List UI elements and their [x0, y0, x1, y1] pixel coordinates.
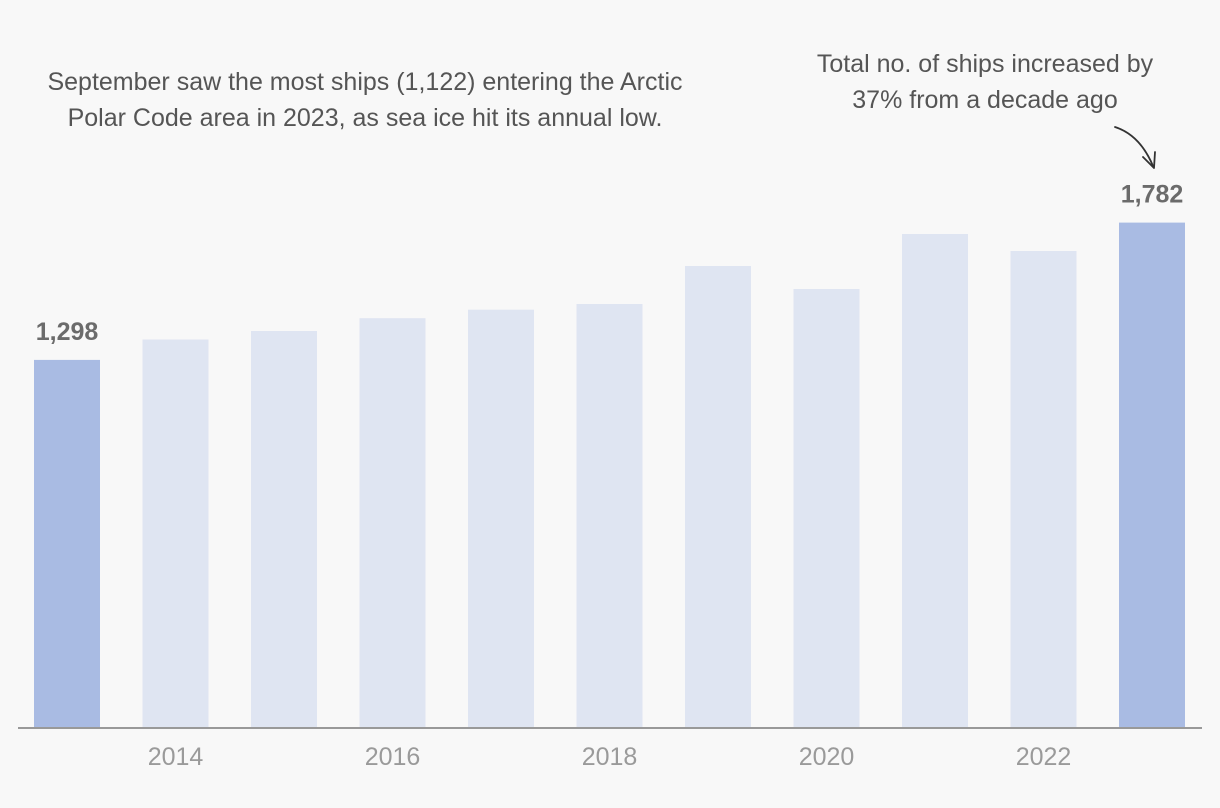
annotation-september-ships: September saw the most ships (1,122) ent…	[47, 68, 683, 132]
bar-2015	[251, 331, 317, 728]
x-axis-ticks: 2014 2016 2018 2020 2022	[148, 743, 1072, 771]
bars-group	[34, 222, 1185, 728]
data-label-2013: 1,298	[36, 318, 99, 346]
bar-2013	[34, 359, 100, 728]
bar-2022	[1010, 251, 1077, 728]
x-tick-label-2018: 2018	[582, 743, 638, 771]
annotation-arrow-icon	[1114, 126, 1154, 167]
x-tick-label-2014: 2014	[148, 743, 204, 771]
bar-2017	[468, 309, 534, 728]
x-tick-label-2016: 2016	[365, 743, 421, 771]
bar-2020	[793, 289, 860, 728]
bar-2023	[1119, 222, 1185, 728]
annotation-arrowhead-icon	[1142, 151, 1156, 169]
bar-2019	[685, 266, 751, 728]
annotation-total-increase: Total no. of ships increased by 37% from…	[816, 50, 1154, 114]
data-labels-group: 1,298 1,782	[36, 181, 1184, 346]
bar-2016	[359, 318, 426, 728]
bar-2018	[576, 304, 643, 728]
x-tick-label-2022: 2022	[1016, 743, 1072, 771]
bar-2014	[142, 339, 209, 728]
x-tick-label-2020: 2020	[799, 743, 855, 771]
data-label-2023: 1,782	[1121, 181, 1184, 209]
bar-2021	[902, 234, 968, 728]
